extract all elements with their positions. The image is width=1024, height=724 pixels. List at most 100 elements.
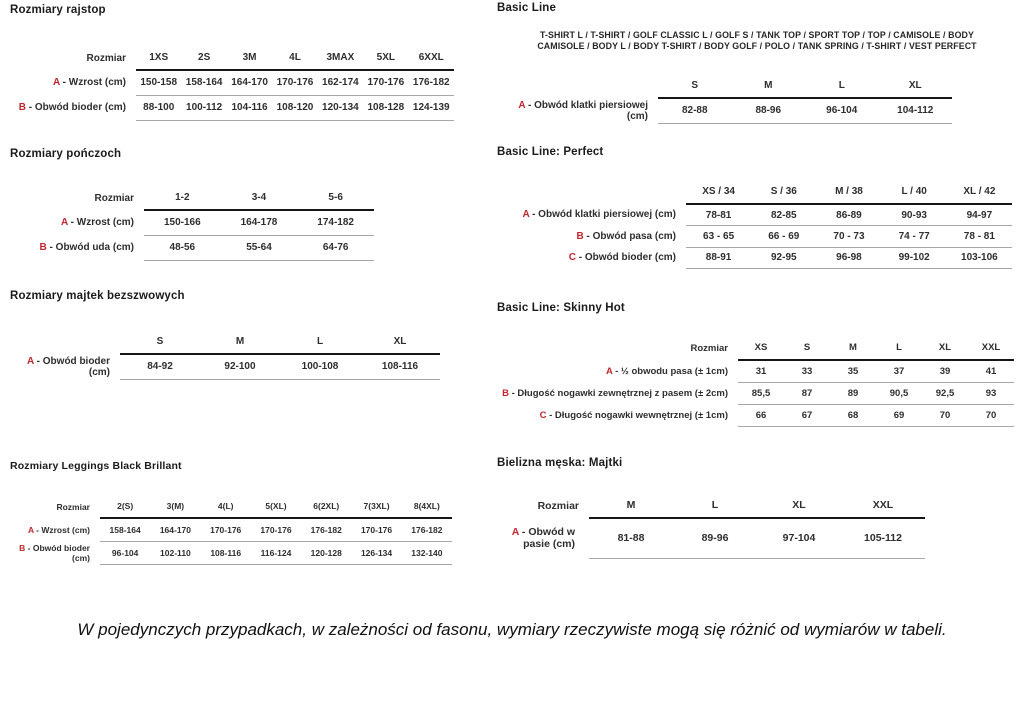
size-cell: 100-108 (280, 354, 360, 380)
size-cell: 92-100 (200, 354, 280, 380)
size-cell: 33 (784, 360, 830, 383)
column-header: 3M (226, 46, 273, 71)
column-header: XXL (841, 492, 925, 519)
size-cell: 92,5 (922, 382, 968, 405)
column-header: XL / 42 (946, 180, 1012, 205)
size-cell: 96-104 (805, 98, 879, 124)
size-cell: 132-140 (401, 541, 452, 565)
size-cell: 108-128 (363, 95, 409, 121)
size-cell: 66 - 69 (751, 225, 817, 248)
column-header: M (830, 336, 876, 361)
row-key: A (511, 526, 519, 538)
size-cell: 48-56 (144, 235, 221, 261)
size-cell: 174-182 (297, 210, 374, 236)
size-cell: 116-124 (250, 541, 302, 565)
size-cell: 158-164 (100, 518, 151, 542)
row-key: B (19, 542, 26, 553)
size-cell: 104-112 (878, 98, 952, 124)
size-cell: 89 (830, 382, 876, 405)
size-cell: 103-106 (946, 247, 1012, 269)
size-cell: 99-102 (881, 247, 947, 269)
size-cell: 164-178 (220, 210, 298, 236)
size-cell: 108-116 (360, 354, 440, 380)
table-basic-line: S M L XL A - Obwód klatki piersiowej (cm) 82-… (500, 74, 952, 124)
size-table: Rozmiar 1XS 2S 3M 4L 3MAX 5XL 6XXL A - Wzrost (c… (8, 46, 454, 121)
size-cell: 64-76 (297, 235, 374, 261)
size-cell: 88-91 (686, 247, 752, 269)
column-header: L (876, 336, 922, 361)
size-cell: 124-139 (408, 95, 454, 121)
column-header: 5XL (363, 46, 409, 71)
size-cell: 164-170 (226, 70, 273, 96)
size-table: Rozmiar 1-2 3-4 5-6 A - Wzrost (cm) 150-166 16… (8, 186, 374, 261)
row-key: B (39, 242, 47, 253)
section-title-leggings: Rozmiary Leggings Black Brillant (10, 460, 182, 472)
table-perfect: XS / 34 S / 36 M / 38 L / 40 XL / 42 A - Obwó… (504, 180, 1012, 269)
size-cell: 170-176 (351, 518, 402, 542)
row-label: A - Wzrost (cm) (61, 217, 134, 228)
column-header: 2S (181, 46, 227, 71)
row-key: B (576, 230, 584, 242)
column-header: S (120, 330, 200, 355)
row-label: A - Obwód klatki piersiowej (cm) (522, 209, 676, 221)
column-header: 3MAX (317, 46, 364, 71)
size-cell: 74 - 77 (881, 225, 947, 248)
corner-label: Rozmiar (56, 502, 90, 512)
basic-line-products: T-SHIRT L / T-SHIRT / GOLF CLASSIC L / G… (497, 30, 1017, 51)
row-label: A - Obwód klatki piersiowej (cm) (518, 99, 648, 122)
column-header: 5-6 (297, 186, 374, 211)
row-key: B (18, 102, 26, 113)
column-header: M (589, 492, 673, 519)
column-header: 8(4XL) (401, 494, 452, 519)
size-cell: 176-182 (401, 518, 452, 542)
column-header: 5(XL) (250, 494, 302, 519)
size-cell: 170-176 (250, 518, 302, 542)
size-cell: 170-176 (200, 518, 251, 542)
column-header: XXL (968, 336, 1014, 361)
size-cell: 66 (738, 404, 784, 427)
column-header: M (200, 330, 280, 355)
size-cell: 150-158 (136, 70, 182, 96)
column-header: 4(L) (200, 494, 251, 519)
table-majtki-meskie: Rozmiar M L XL XXL A - Obwód w pasie (cm) 81-8… (505, 492, 925, 559)
row-label: C - Obwód bioder (cm) (568, 252, 676, 264)
row-key: C (539, 409, 547, 421)
row-label: A - Wzrost (cm) (27, 524, 90, 535)
section-title-majtki-bezszwowe: Rozmiary majtek bezszwowych (10, 290, 185, 302)
size-cell: 170-176 (363, 70, 409, 96)
size-cell: 90,5 (876, 382, 922, 405)
corner-label: Rozmiar (537, 500, 579, 512)
row-key: A (61, 217, 68, 228)
size-cell: 105-112 (841, 518, 925, 559)
column-header: 3-4 (220, 186, 298, 211)
size-table: S M L XL A - Obwód bioder (cm) 84-92 92-100 100… (8, 330, 440, 380)
column-header: M / 38 (816, 180, 882, 205)
corner-label (8, 330, 120, 354)
size-cell: 41 (968, 360, 1014, 383)
size-cell: 70 - 73 (816, 225, 882, 248)
size-cell: 82-88 (658, 98, 732, 124)
column-header: XL (878, 74, 952, 99)
size-cell: 126-134 (351, 541, 402, 565)
table-skinny-hot: Rozmiar XS S M L XL XXL A - ½ obwodu pasa (± 1c… (500, 336, 1014, 427)
column-header: L / 40 (881, 180, 947, 205)
size-cell: 35 (830, 360, 876, 383)
size-cell: 96-98 (816, 247, 882, 269)
basic-line-products-line2: CAMISOLE / BODY L / BODY T-SHIRT / BODY … (537, 40, 977, 51)
footer-note: W pojedynczych przypadkach, w zależności… (77, 620, 947, 639)
basic-line-products-line1: T-SHIRT L / T-SHIRT / GOLF CLASSIC L / G… (540, 30, 974, 40)
size-cell: 86-89 (816, 204, 882, 226)
row-label: B - Długość nogawki zewnętrznej z pasem … (502, 387, 728, 399)
row-label: B - Obwód bioder (cm) (18, 102, 126, 113)
size-cell: 96-104 (100, 541, 151, 565)
size-cell: 87 (784, 382, 830, 405)
row-key: A (605, 365, 613, 377)
size-cell: 88-100 (136, 95, 182, 121)
column-header: 6(2XL) (301, 494, 352, 519)
row-key: C (568, 252, 576, 264)
column-header: 6XXL (408, 46, 454, 71)
size-cell: 164-170 (150, 518, 201, 542)
row-key: A (27, 524, 34, 535)
corner-label: Rozmiar (86, 53, 126, 64)
column-header: L (280, 330, 360, 355)
